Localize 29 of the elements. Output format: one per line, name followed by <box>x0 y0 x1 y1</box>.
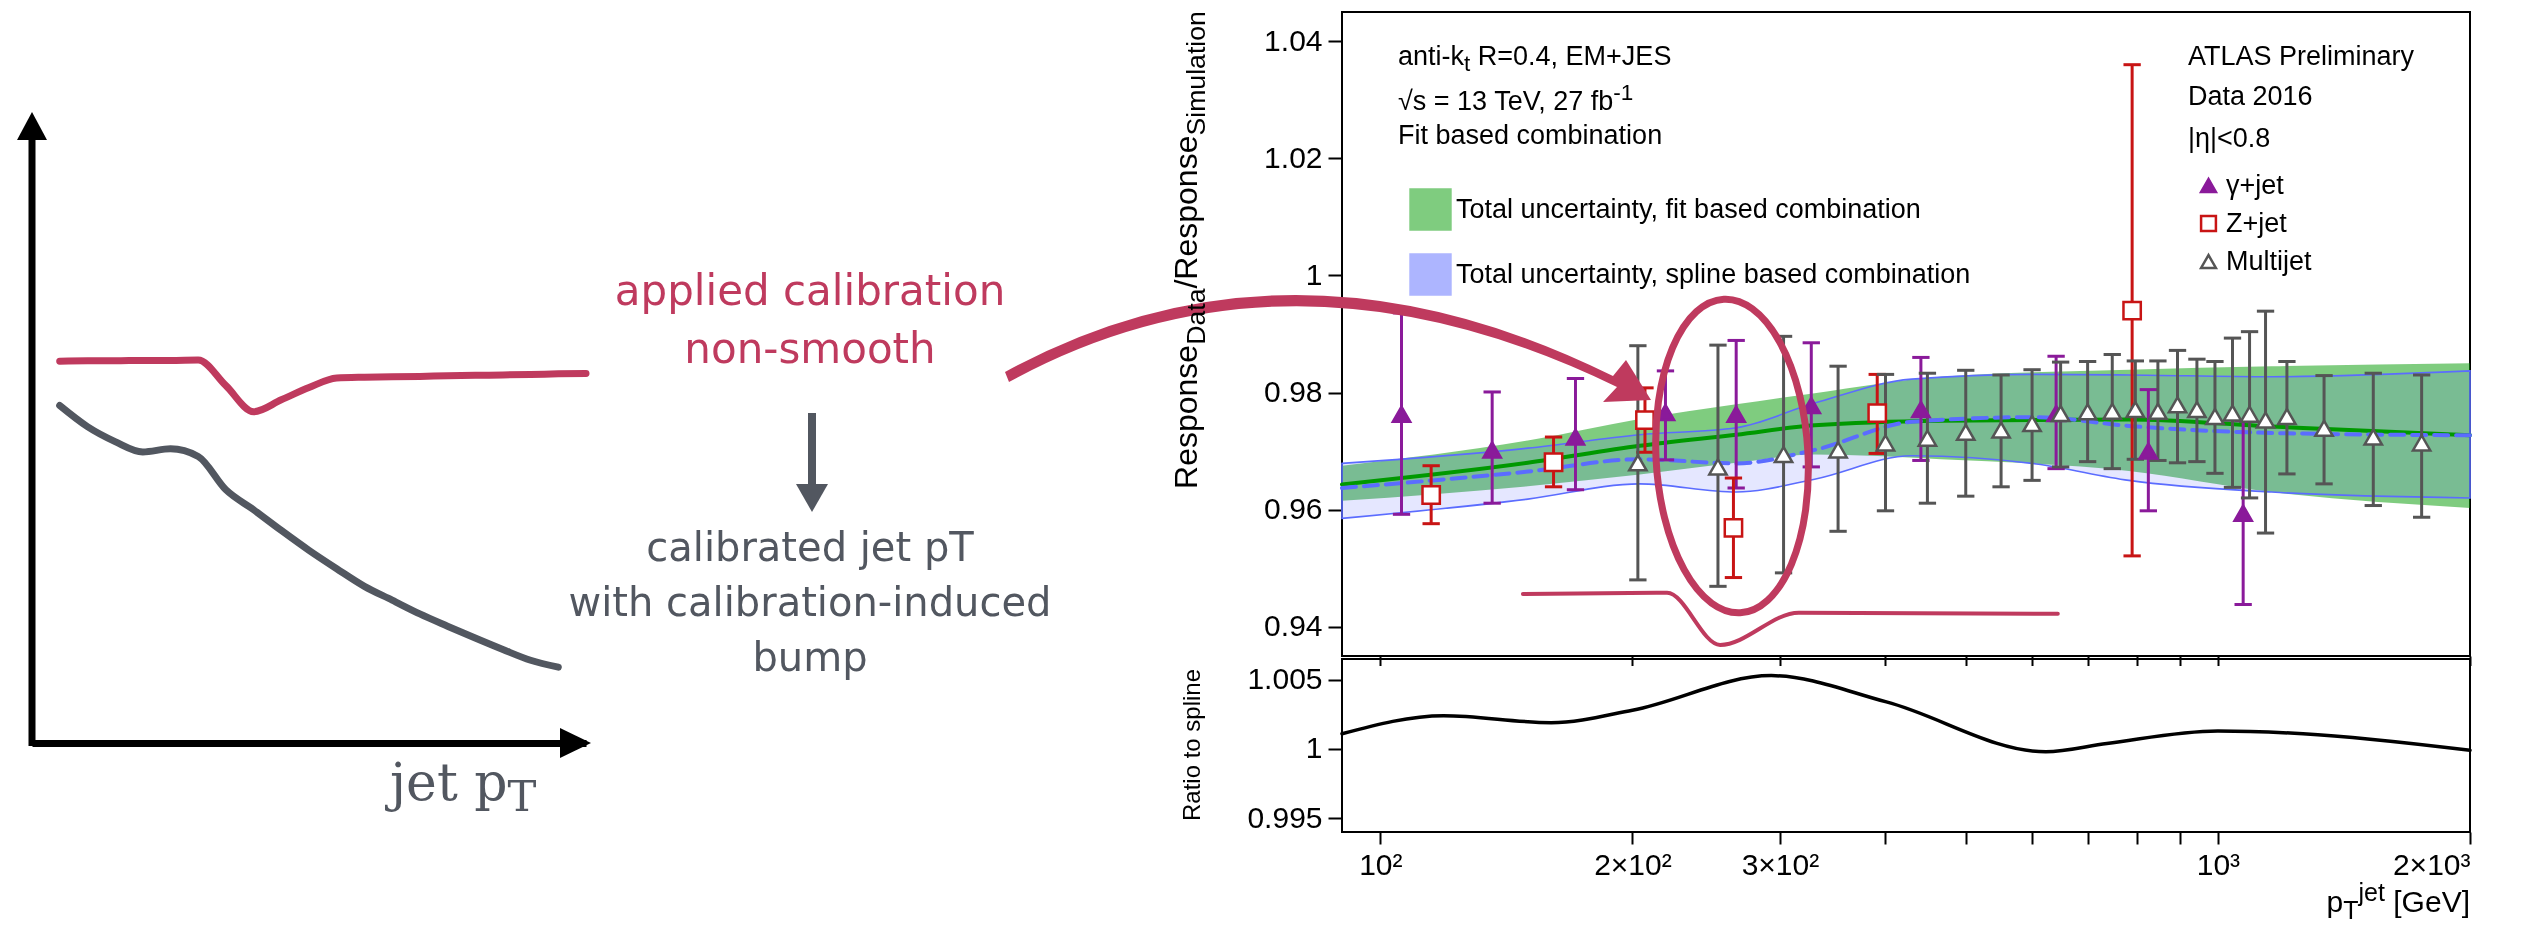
annotation: Fit based combination <box>1398 119 1663 152</box>
x-axis-title: p$_{T}$$^{jet}$ [GeV] <box>2326 878 2470 924</box>
legend-label: Multijet <box>2226 245 2313 276</box>
y-tick-label: 1 <box>1305 257 1323 291</box>
annotation: anti-k$_{t}$ R=0.4, EM+JES <box>1398 40 1672 79</box>
y-tick-label: 1.02 <box>1264 140 1323 174</box>
legend-label: Total uncertainty, spline based combination <box>1456 258 1971 289</box>
y-tick-label: 1.04 <box>1264 23 1323 57</box>
annotation: √s = 13 TeV, 27 fb$^{-1}$ <box>1398 79 1634 118</box>
x-tick-label: 2×10² <box>1594 847 1672 881</box>
x-tick-label: 3×10² <box>1741 847 1820 881</box>
y-tick-label: 1.005 <box>1247 662 1323 696</box>
y-tick-label: 0.98 <box>1264 375 1323 409</box>
legend-label: Z+jet <box>2226 207 2288 238</box>
y-tick-label: 0.96 <box>1264 492 1323 526</box>
annotation: ATLAS Preliminary <box>2188 40 2415 73</box>
y-tick-label: 0.94 <box>1264 609 1323 643</box>
x-tick-label: 10³ <box>2196 847 2241 881</box>
text: applied calibration non-smooth <box>613 265 1007 375</box>
y-tick-label: 1 <box>1305 731 1323 765</box>
legend-label: γ+jet <box>2226 169 2285 200</box>
y-axis-title: Ratio to spline <box>1178 668 1206 822</box>
annotation: |η|<0.8 <box>2188 122 2271 155</box>
x-tick-label: 2×10³ <box>2392 847 2471 881</box>
x-tick-label: 10² <box>1359 847 1403 881</box>
legend-label: Total uncertainty, fit based combination <box>1456 193 1921 224</box>
y-tick-label: 0.995 <box>1247 800 1323 834</box>
annotation: Data 2016 <box>2188 80 2313 113</box>
annotation: calibrated jet pT with calibration-induced bump <box>567 523 1053 683</box>
